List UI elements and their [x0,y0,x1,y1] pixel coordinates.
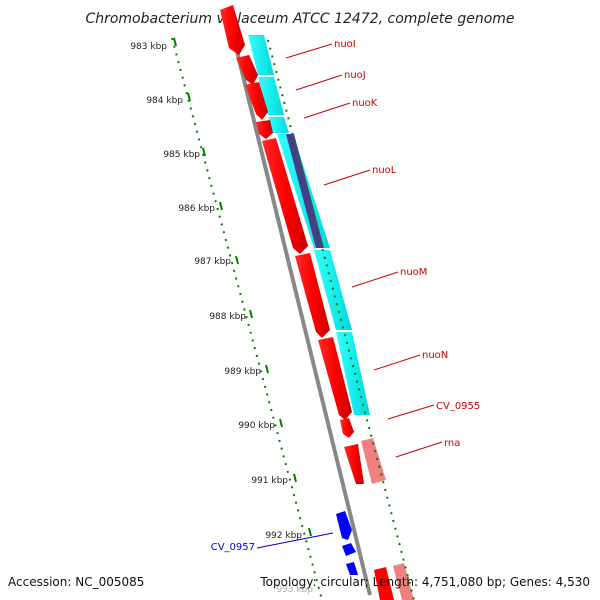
accession-text: Accession: NC_005085 [8,575,144,589]
leader-nuoK [303,102,351,119]
gene-bottom-2 [393,563,414,600]
ruler-label-988: 988 kbp [209,312,246,322]
tick-989 [265,364,269,374]
gene-nuoI [220,5,245,55]
ruler-label-985: 985 kbp [163,150,200,160]
gene-nuoK [245,82,268,120]
gene-nuoN [318,337,352,420]
gene-nuoM [295,253,330,338]
gene-CV_0957-b [342,543,356,556]
leader-nuoL [323,169,371,186]
leader-CV_0957 [256,532,334,549]
gene-nuoN-forward [336,332,370,415]
ruler-label-984: 984 kbp [146,96,183,106]
leader-nuoN [373,354,421,371]
map-title: Chromobacterium violaceum ATCC 12472, co… [85,11,514,27]
tick-991 [293,473,297,483]
label-nuoN[interactable]: nuoN [422,350,448,361]
gene-bottom-1 [374,567,394,600]
gene-nuoK-forward [268,117,289,133]
tick-987 [235,255,239,265]
tick-984 [187,92,191,102]
tick-985 [202,147,206,157]
ruler-label-989: 989 kbp [224,367,261,377]
label-nuoI[interactable]: nuoI [334,39,356,50]
ruler-label-986: 986 kbp [178,204,215,214]
gene-nuoM-forward [314,250,352,330]
tick-988 [249,309,253,319]
ruler-label-983: 983 kbp [130,42,167,52]
gene-rna [361,438,386,484]
ruler-label-992: 992 kbp [265,531,302,541]
ruler: 983 kbp 984 kbp 985 kbp 986 kbp 987 kbp … [130,37,415,600]
gene-CV_0956 [344,444,364,484]
ruler-line [171,37,323,600]
tick-983 [173,37,177,47]
label-nuoL[interactable]: nuoL [372,165,397,176]
label-nuoM[interactable]: nuoM [400,267,427,278]
leader-nuoM [351,271,399,288]
ruler-label-991: 991 kbp [251,476,288,486]
label-CV_0955[interactable]: CV_0955 [436,401,480,412]
gene-label-leaders [256,43,443,549]
gene-nuoI-forward [248,35,274,75]
gene-CV_0957-a [336,511,352,540]
ruler-label-990: 990 kbp [238,421,275,431]
gene-nuoJ-forward [258,77,284,115]
label-nuoK[interactable]: nuoK [352,98,378,109]
tick-986 [219,201,223,211]
reverse-strand-track [220,5,414,600]
leader-nuoJ [295,74,343,91]
topology-text: Topology: circular; Length: 4,751,080 bp… [259,575,590,589]
genome-backbone [231,34,372,596]
leader-rna [395,441,443,458]
label-nuoJ[interactable]: nuoJ [344,70,366,81]
gene-nuoJ [236,55,258,85]
leader-CV_0955 [387,404,435,420]
gene-nuoL [262,138,308,254]
tick-992 [308,527,312,537]
label-rna[interactable]: rna [444,438,460,449]
label-CV_0957[interactable]: CV_0957 [211,542,255,553]
gene-CV_0955 [340,418,354,438]
gene-nuoL-small [256,120,273,139]
forward-strand-track [248,35,370,415]
tick-990 [279,418,283,428]
blue-gene-track [336,511,358,575]
gene-labels: nuoI nuoJ nuoK nuoL nuoM nuoN CV_0955 rn… [211,39,481,553]
ruler-label-993: 993 kbp [276,585,313,595]
outer-dotted-line [267,39,415,600]
leader-nuoI [285,43,333,59]
gene-CV_0957-c [346,562,358,575]
ruler-label-987: 987 kbp [194,257,231,267]
